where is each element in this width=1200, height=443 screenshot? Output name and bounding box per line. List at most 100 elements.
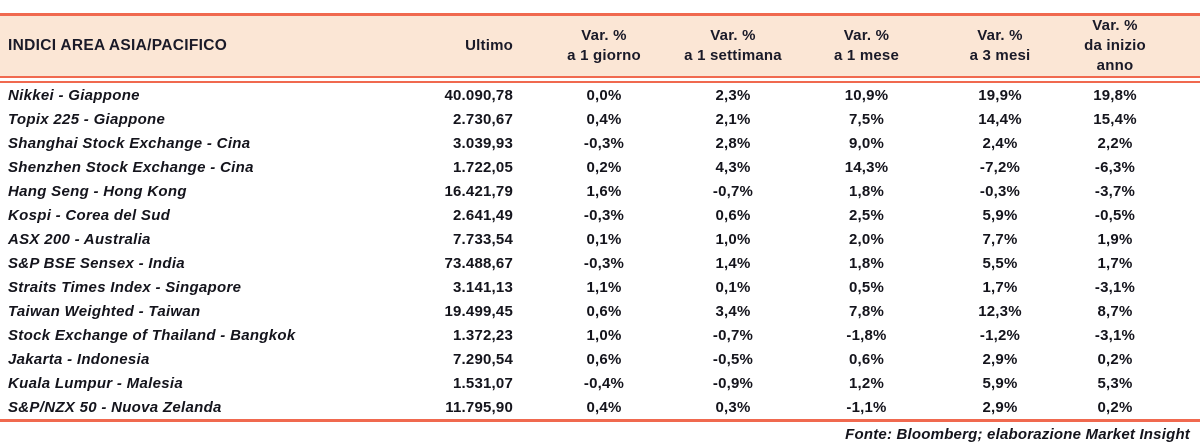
value-cell: -1,2% xyxy=(979,326,1021,344)
column-header-line2: a 1 mese xyxy=(834,47,899,64)
value-cell: 2,4% xyxy=(982,134,1018,152)
value-cell: 5,5% xyxy=(982,254,1018,272)
value-cell: 8,7% xyxy=(1097,302,1133,320)
value-cell: 19.499,45 xyxy=(444,302,513,320)
value-cell: 19,9% xyxy=(978,86,1022,104)
value-cell: 5,9% xyxy=(982,374,1018,392)
value-cell: 1,7% xyxy=(1097,254,1133,272)
value-cell: -7,2% xyxy=(979,158,1021,176)
column-header-line2: a 1 settimana xyxy=(684,47,782,64)
value-cell: 5,3% xyxy=(1097,374,1133,392)
top-spacer xyxy=(0,0,1200,13)
value-cell: 1,8% xyxy=(849,254,884,272)
value-cell: -1,8% xyxy=(846,326,887,344)
value-cell: 9,0% xyxy=(849,134,884,152)
value-cell: 0,6% xyxy=(586,350,622,368)
value-cell: 1,7% xyxy=(982,278,1018,296)
value-cell: 2,1% xyxy=(715,110,751,128)
index-name-cell: Jakarta - Indonesia xyxy=(8,350,150,368)
value-cell: -0,3% xyxy=(583,134,625,152)
column-header-var-1-giorno: Var. % a 1 giorno xyxy=(540,13,668,83)
index-name-cell: Kuala Lumpur - Malesia xyxy=(8,374,183,392)
table-row: Topix 225 - Giappone 2.730,67 0,4% 2,1% 7,5%… xyxy=(0,107,1200,131)
value-cell: -0,9% xyxy=(712,374,754,392)
value-cell: 1.531,07 xyxy=(453,374,513,392)
table-row: Taiwan Weighted - Taiwan 19.499,45 0,6% 3,4… xyxy=(0,299,1200,323)
value-cell: -0,7% xyxy=(712,182,754,200)
value-cell: 0,6% xyxy=(586,302,622,320)
value-cell: 1.722,05 xyxy=(453,158,513,176)
value-cell: 15,4% xyxy=(1093,110,1137,128)
value-cell: 14,4% xyxy=(978,110,1022,128)
column-header-var-3-mesi: Var. % a 3 mesi xyxy=(935,13,1065,83)
value-cell: 73.488,67 xyxy=(444,254,513,272)
index-name-cell: Straits Times Index - Singapore xyxy=(8,278,242,296)
value-cell: 0,2% xyxy=(1065,395,1200,422)
value-cell: 0,6% xyxy=(849,350,884,368)
header-row: INDICI AREA ASIA/PACIFICO Ultimo Var. % … xyxy=(0,13,1200,83)
value-cell: 12,3% xyxy=(978,302,1022,320)
value-cell: 7,7% xyxy=(982,230,1018,248)
value-cell: 1.372,23 xyxy=(453,326,513,344)
value-cell: 0,1% xyxy=(586,230,622,248)
value-cell: 2.730,67 xyxy=(453,110,513,128)
value-cell: 19,8% xyxy=(1093,86,1137,104)
value-cell: -0,3% xyxy=(583,254,625,272)
value-cell: 14,3% xyxy=(844,158,889,176)
column-header-var-1-settimana: Var. % a 1 settimana xyxy=(668,13,798,83)
value-cell: 4,3% xyxy=(715,158,751,176)
indices-table: INDICI AREA ASIA/PACIFICO Ultimo Var. % … xyxy=(0,13,1200,422)
value-cell: -3,7% xyxy=(1094,182,1136,200)
column-header-line1: Var. % xyxy=(977,27,1023,44)
index-name-cell: Shenzhen Stock Exchange - Cina xyxy=(8,158,254,176)
value-cell: 40.090,78 xyxy=(444,86,513,104)
value-cell: 2,2% xyxy=(1097,134,1133,152)
index-name-cell: S&P BSE Sensex - India xyxy=(8,254,185,272)
table-row: ASX 200 - Australia 7.733,54 0,1% 1,0% 2,0% 7… xyxy=(0,227,1200,251)
table-row: Hang Seng - Hong Kong 16.421,79 1,6% -0,7% 1… xyxy=(0,179,1200,203)
value-cell: 0,2% xyxy=(586,158,622,176)
value-cell: 7.290,54 xyxy=(453,350,513,368)
value-cell: -6,3% xyxy=(1094,158,1136,176)
column-header-ultimo: Ultimo xyxy=(420,13,540,83)
column-header-line1: Var. % xyxy=(710,27,756,44)
table-row: Shanghai Stock Exchange - Cina 3.039,93 -0… xyxy=(0,131,1200,155)
value-cell: -0,3% xyxy=(583,206,625,224)
value-cell: 7,5% xyxy=(849,110,884,128)
table-row: Straits Times Index - Singapore 3.141,13 1… xyxy=(0,275,1200,299)
value-cell: 2,9% xyxy=(935,395,1065,422)
value-cell: 3,4% xyxy=(715,302,751,320)
index-name-cell: Topix 225 - Giappone xyxy=(8,110,166,128)
value-cell: 1,8% xyxy=(849,182,884,200)
value-cell: 2,3% xyxy=(715,86,751,104)
value-cell: 0,6% xyxy=(715,206,751,224)
table-row: Shenzhen Stock Exchange - Cina 1.722,05 0,… xyxy=(0,155,1200,179)
value-cell: 7,8% xyxy=(849,302,884,320)
value-cell: 0,5% xyxy=(849,278,884,296)
value-cell: -0,5% xyxy=(1094,206,1136,224)
index-name-cell: Stock Exchange of Thailand - Bangkok xyxy=(8,326,296,344)
index-name-cell: Shanghai Stock Exchange - Cina xyxy=(8,134,251,152)
table-row: Nikkei - Giappone 40.090,78 0,0% 2,3% 10,9% 1… xyxy=(0,80,1200,108)
source-note: Fonte: Bloomberg; elaborazione Market In… xyxy=(845,426,1190,443)
table-row: S&P/NZX 50 - Nuova Zelanda 11.795,90 0,4% 0… xyxy=(0,395,1200,422)
index-name-cell: Taiwan Weighted - Taiwan xyxy=(8,302,201,320)
value-cell: 1,4% xyxy=(715,254,751,272)
column-header-var-da-inizio-anno: Var. % da inizio anno xyxy=(1065,13,1200,83)
value-cell: 2,5% xyxy=(849,206,884,224)
value-cell: 0,4% xyxy=(586,110,622,128)
value-cell: 1,2% xyxy=(849,374,884,392)
value-cell: -0,4% xyxy=(583,374,625,392)
value-cell: -0,7% xyxy=(712,326,754,344)
index-name-cell: Kospi - Corea del Sud xyxy=(8,206,171,224)
value-cell: 16.421,79 xyxy=(444,182,513,200)
column-header-line1: Var. % xyxy=(581,27,627,44)
value-cell: 0,0% xyxy=(586,86,622,104)
value-cell: 1,1% xyxy=(586,278,622,296)
value-cell: 0,1% xyxy=(715,278,751,296)
value-cell: 0,4% xyxy=(540,395,668,422)
value-cell: 0,2% xyxy=(1097,350,1133,368)
value-cell: 1,6% xyxy=(586,182,622,200)
index-name-cell: ASX 200 - Australia xyxy=(8,230,151,248)
